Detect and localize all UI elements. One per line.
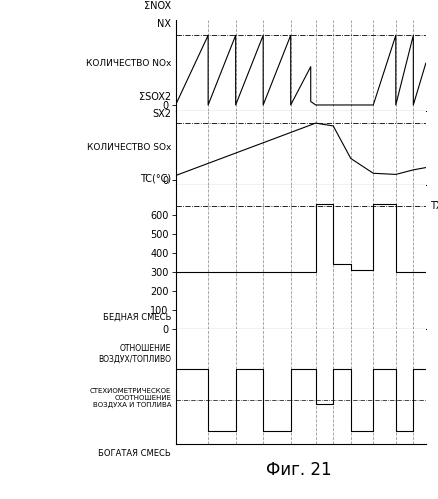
Text: NX: NX — [157, 19, 171, 29]
Text: Фиг. 21: Фиг. 21 — [265, 461, 331, 479]
Text: ΣNOX: ΣNOX — [144, 1, 171, 11]
Text: КОЛИЧЕСТВО SOx: КОЛИЧЕСТВО SOx — [87, 143, 171, 152]
Text: БЕДНАЯ СМЕСЬ: БЕДНАЯ СМЕСЬ — [102, 313, 171, 322]
Text: TX: TX — [429, 201, 438, 211]
Text: БОГАТАЯ СМЕСЬ: БОГАТАЯ СМЕСЬ — [98, 449, 171, 458]
Text: ОТНОШЕНИЕ
ВОЗДУХ/ТОПЛИВО: ОТНОШЕНИЕ ВОЗДУХ/ТОПЛИВО — [98, 344, 171, 364]
Text: СТЕХИОМЕТРИЧЕСКОЕ
СООТНОШЕНИЕ
ВОЗДУХА И ТОПЛИВА: СТЕХИОМЕТРИЧЕСКОЕ СООТНОШЕНИЕ ВОЗДУХА И … — [90, 388, 171, 408]
Text: КОЛИЧЕСТВО NOx: КОЛИЧЕСТВО NOx — [86, 59, 171, 68]
Text: ΣSOX2: ΣSOX2 — [139, 92, 171, 102]
Text: SX2: SX2 — [152, 109, 171, 119]
Text: TC(°C): TC(°C) — [140, 174, 171, 184]
